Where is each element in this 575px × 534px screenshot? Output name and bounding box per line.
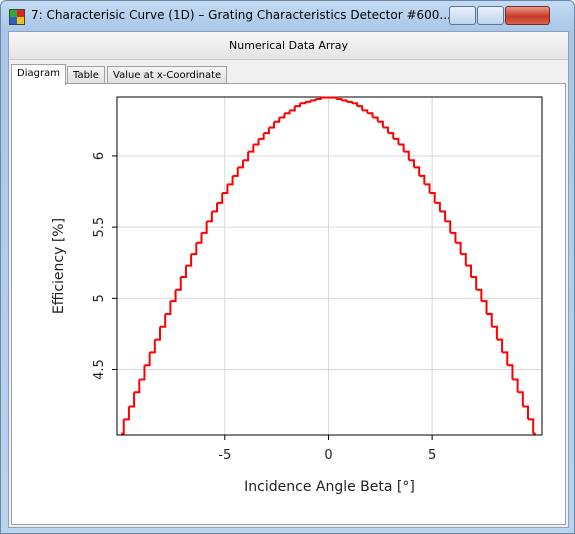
step-segment xyxy=(160,313,167,328)
step-segment xyxy=(180,265,187,278)
x-tick-label: 5 xyxy=(428,448,436,463)
step-segment xyxy=(149,339,156,354)
step-segment xyxy=(470,275,478,290)
step-segment xyxy=(522,405,530,420)
step-segment xyxy=(196,232,203,244)
step-segment xyxy=(170,289,177,303)
step-segment xyxy=(491,325,498,340)
tab[interactable]: Value at x-Coordinate xyxy=(107,66,228,84)
step-segment xyxy=(356,105,364,111)
step-segment xyxy=(496,338,504,353)
step-segment xyxy=(393,137,400,145)
step-segment xyxy=(227,175,234,186)
step-segment xyxy=(398,143,405,152)
x-axis-label: Incidence Angle Beta [°] xyxy=(244,479,415,495)
step-segment xyxy=(408,159,415,168)
step-segment xyxy=(512,378,519,393)
step-segment xyxy=(134,379,141,394)
step-segment xyxy=(445,220,452,233)
plot-area xyxy=(117,97,542,435)
step-segment xyxy=(211,202,219,213)
step-segment xyxy=(403,150,410,161)
step-segment xyxy=(253,138,260,146)
step-segment xyxy=(455,241,462,255)
step-segment xyxy=(175,276,182,291)
step-segment xyxy=(242,151,250,162)
step-segment xyxy=(450,231,457,243)
step-segment xyxy=(507,364,514,380)
app-icon xyxy=(9,9,25,25)
step-segment xyxy=(377,120,384,128)
subtitle-bar: Numerical Data Array xyxy=(9,32,568,60)
minimize-button[interactable] xyxy=(449,6,476,25)
y-tick-label: 6 xyxy=(92,152,107,160)
chart: -5 0 5 4.5 5 5.5 6 Incidence Angle Beta [°] Effi… xyxy=(51,96,543,495)
window-title: 7: Characterisic Curve (1D) – Grating Ch… xyxy=(31,8,451,22)
step-segment xyxy=(434,201,441,212)
x-tick-label: -5 xyxy=(218,448,231,463)
step-segment xyxy=(217,192,224,204)
step-segment xyxy=(502,351,509,366)
step-segment xyxy=(517,391,524,407)
step-segment xyxy=(165,301,172,315)
step-segment xyxy=(528,418,535,434)
step-segment xyxy=(372,116,379,122)
step-segment xyxy=(185,254,193,267)
step-segment xyxy=(121,419,125,435)
step-segment xyxy=(237,160,244,169)
step-segment xyxy=(299,101,307,105)
step-segment xyxy=(128,392,136,408)
step-segment xyxy=(123,406,130,421)
step-segment xyxy=(289,106,296,112)
step-segment xyxy=(388,132,395,139)
step-segment xyxy=(310,98,317,102)
step-segment xyxy=(268,121,276,129)
step-segment xyxy=(460,253,467,266)
step-segment xyxy=(263,127,270,135)
title-bar: 7: Characterisic Curve (1D) – Grating Ch… xyxy=(1,1,574,31)
client-area: Numerical Data Array Diagram Table Value… xyxy=(8,31,569,528)
step-segment xyxy=(248,144,255,153)
step-segment xyxy=(413,166,421,176)
step-segment xyxy=(222,184,229,194)
tab[interactable]: Table xyxy=(67,66,105,84)
step-segment xyxy=(144,352,151,367)
y-tick-label: 5.5 xyxy=(92,217,107,238)
close-button[interactable] xyxy=(505,6,550,25)
diagram-panel: -5 0 5 4.5 5 5.5 6 Incidence Angle Beta [°] Effi… xyxy=(11,83,566,525)
step-segment xyxy=(481,300,488,314)
step-segment xyxy=(274,117,281,123)
step-segment xyxy=(424,183,431,193)
step-segment xyxy=(139,365,146,381)
step-segment xyxy=(201,221,208,234)
step-segment xyxy=(429,191,436,203)
y-tick-label: 5 xyxy=(92,294,107,302)
step-segment xyxy=(315,97,322,100)
step-segment xyxy=(439,210,447,222)
step-segment xyxy=(232,167,239,177)
step-segment xyxy=(476,288,483,302)
step-segment xyxy=(294,103,301,108)
step-segment xyxy=(191,242,198,256)
x-tick-label: 0 xyxy=(324,448,332,463)
step-segment xyxy=(154,326,162,341)
step-segment xyxy=(284,110,291,115)
y-tick-label: 4.5 xyxy=(92,359,107,380)
step-segment xyxy=(305,100,312,103)
step-segment xyxy=(465,264,472,277)
step-segment xyxy=(206,211,213,223)
step-segment xyxy=(367,112,374,118)
step-segment xyxy=(419,174,426,185)
step-segment xyxy=(382,126,390,134)
step-segment xyxy=(279,113,286,119)
maximize-button[interactable] xyxy=(477,6,504,25)
step-segment xyxy=(486,312,493,327)
tab[interactable]: Diagram xyxy=(11,64,66,85)
step-segment xyxy=(258,133,265,140)
step-segment xyxy=(362,109,369,114)
y-axis-label: Efficiency [%] xyxy=(51,218,67,314)
